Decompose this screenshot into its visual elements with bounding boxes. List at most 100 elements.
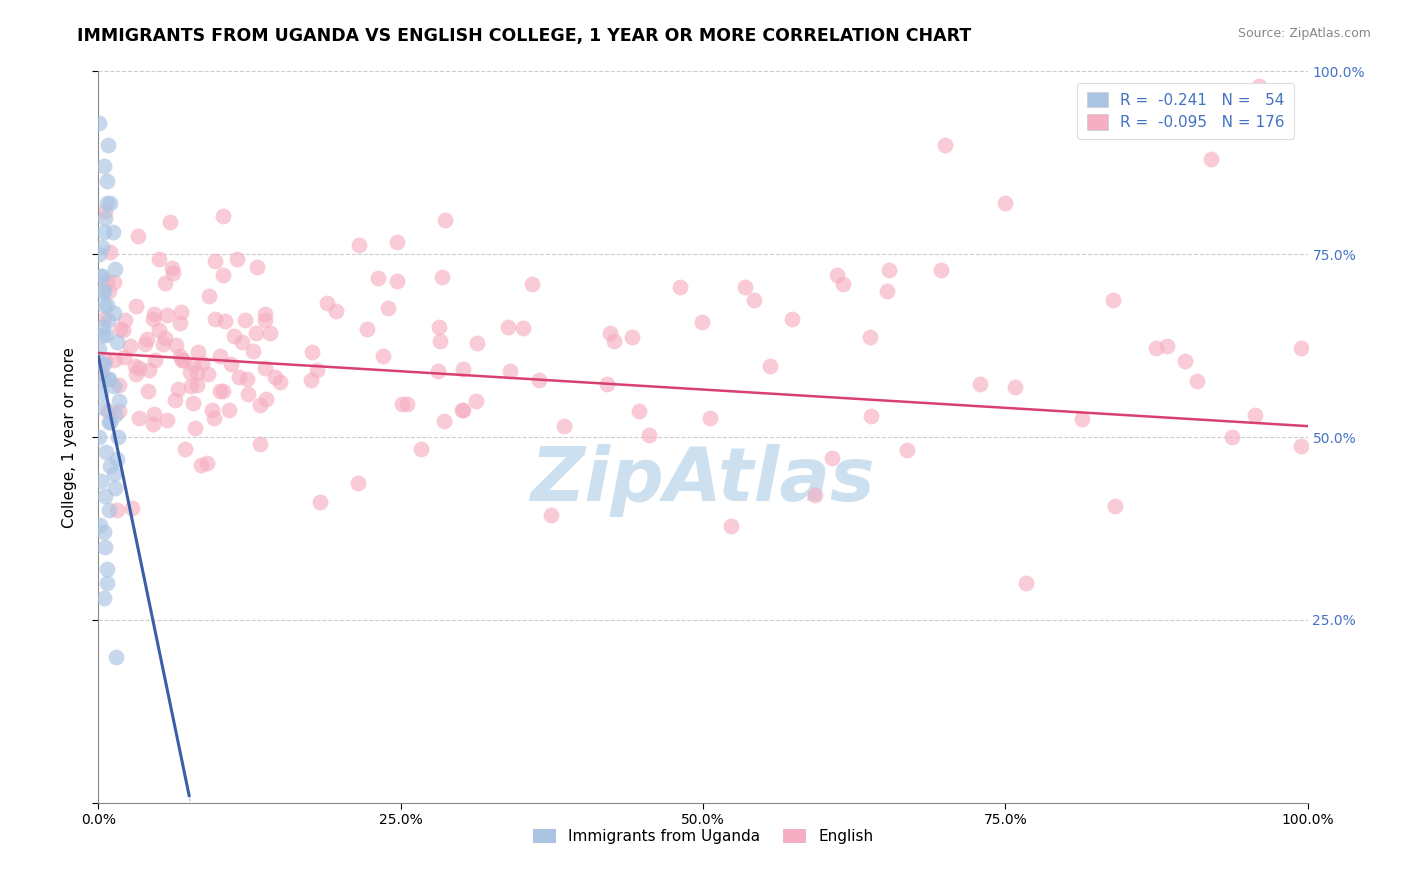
Text: ZipAtlas: ZipAtlas [530,444,876,517]
Point [96,298,118,312]
Point [93,591,115,605]
Point [742,293,765,307]
Point [191,356,214,370]
Point [105,334,128,349]
Point [211,209,233,223]
Point [347,238,370,252]
Point [134,337,156,351]
Point [124,359,146,373]
Point [128,411,150,425]
Point [93,160,115,174]
Point [316,296,339,310]
Point [94,444,117,458]
Point [669,280,692,294]
Point [628,404,651,418]
Point [308,495,330,509]
Point [90,474,112,488]
Point [105,649,128,664]
Point [212,268,235,282]
Point [1014,576,1036,591]
Point [371,350,394,364]
Point [87,430,110,444]
Point [827,268,849,282]
Point [821,450,844,465]
Point [96,196,118,211]
Point [246,260,269,274]
Point [254,313,277,327]
Point [108,322,131,336]
Point [1004,380,1026,394]
Point [143,307,166,321]
Point [93,525,115,540]
Point [94,540,117,554]
Point [103,306,125,320]
Point [451,361,474,376]
Point [1243,409,1265,423]
Point [97,313,120,327]
Point [734,280,756,294]
Point [264,370,287,384]
Point [299,374,322,388]
Point [98,285,121,299]
Point [1289,439,1312,453]
Point [108,378,131,392]
Point [699,410,721,425]
Point [96,274,118,288]
Point [325,303,347,318]
Point [93,357,115,371]
Point [1156,339,1178,353]
Point [101,225,124,239]
Point [637,427,659,442]
Point [499,364,522,378]
Point [96,562,118,576]
Point [93,298,115,312]
Point [153,331,176,345]
Point [219,357,242,371]
Point [236,372,259,386]
Point [90,366,112,380]
Point [451,402,474,417]
Point [859,330,882,344]
Point [198,288,221,302]
Point [98,371,121,385]
Point [426,364,449,378]
Point [97,137,120,152]
Point [103,353,125,368]
Point [142,417,165,432]
Point [782,312,804,326]
Point [143,408,166,422]
Point [553,419,575,434]
Point [253,307,276,321]
Point [105,503,128,517]
Point [204,312,226,326]
Point [1249,78,1271,93]
Point [166,382,188,396]
Point [181,396,204,410]
Point [934,137,956,152]
Point [128,360,150,375]
Point [172,353,194,368]
Point [114,313,136,327]
Point [204,253,226,268]
Point [91,240,114,254]
Point [89,517,111,532]
Text: Source: ZipAtlas.com: Source: ZipAtlas.com [1237,27,1371,40]
Point [93,225,115,239]
Point [225,252,247,266]
Point [93,284,115,298]
Point [184,420,207,434]
Point [1102,293,1125,307]
Point [994,196,1017,211]
Point [231,334,253,349]
Point [879,263,901,277]
Point [91,371,114,385]
Point [529,373,551,387]
Point [1220,430,1243,444]
Text: IMMIGRANTS FROM UGANDA VS ENGLISH COLLEGE, 1 YEAR OR MORE CORRELATION CHART: IMMIGRANTS FROM UGANDA VS ENGLISH COLLEG… [77,27,972,45]
Point [269,376,291,390]
Point [896,442,918,457]
Point [89,115,111,129]
Point [209,384,232,399]
Point [155,308,177,322]
Point [159,215,181,229]
